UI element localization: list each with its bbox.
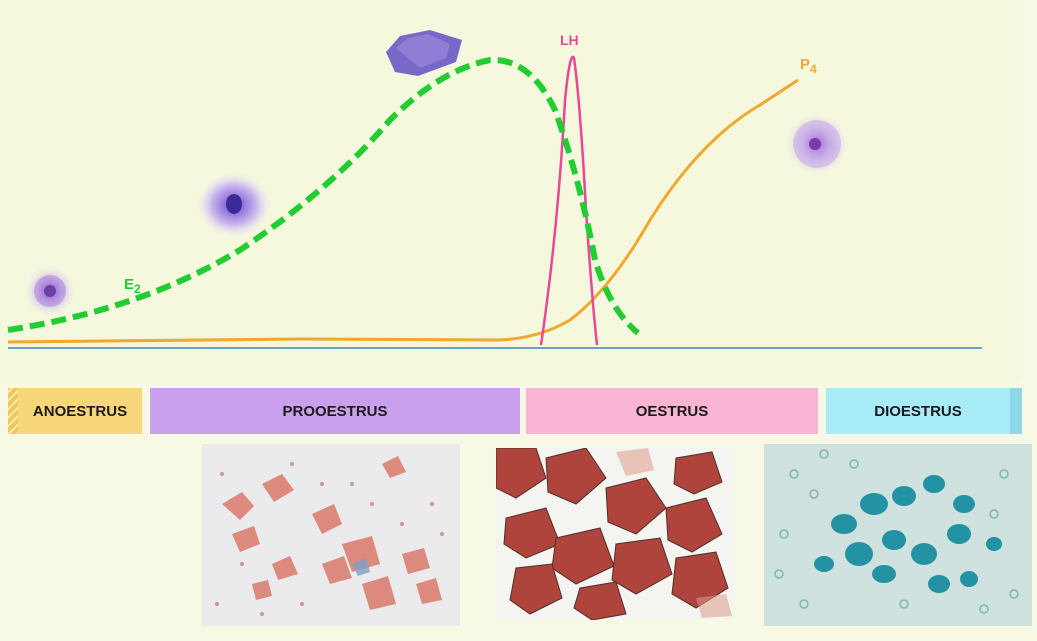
plot-panel — [0, 0, 1022, 380]
phase-anoestrus: ANOESTRUS — [18, 388, 142, 434]
e2-label-base: E — [124, 276, 135, 293]
superficial-cell-icon — [386, 30, 462, 76]
phase-oestrus-label: OESTRUS — [635, 402, 709, 420]
lh-label: LH — [560, 32, 579, 48]
intermediate-cell-icon — [196, 172, 272, 238]
p4-label-base: P — [800, 56, 811, 73]
phase-prooestrus-label: PROOESTRUS — [282, 402, 388, 420]
dioestrus-cell-icon — [785, 112, 849, 176]
phase-anoestrus-label: ANOESTRUS — [32, 402, 128, 420]
phase-prooestrus: PROOESTRUS — [150, 388, 520, 434]
e2-curve — [7, 56, 640, 336]
p4-label-sub: 4 — [810, 62, 817, 76]
e2-label-sub: 2 — [134, 282, 141, 296]
e2-label: E2 — [124, 276, 141, 296]
p4-label: P4 — [800, 56, 817, 76]
phase-dioestrus-label: DIOESTRUS — [874, 402, 962, 420]
p4-curve — [7, 78, 799, 344]
lh-curve — [539, 55, 599, 346]
prooestrus-smear-image — [202, 444, 460, 626]
lh-label-text: LH — [560, 32, 579, 48]
oestrus-smear-image — [496, 448, 734, 620]
phase-dioestrus: DIOESTRUS — [826, 388, 1010, 434]
parabasal-cell-icon — [24, 265, 76, 317]
dioestrus-smear-image — [764, 444, 1032, 626]
phase-bar-right-hatch — [1008, 388, 1022, 434]
phase-oestrus: OESTRUS — [526, 388, 818, 434]
